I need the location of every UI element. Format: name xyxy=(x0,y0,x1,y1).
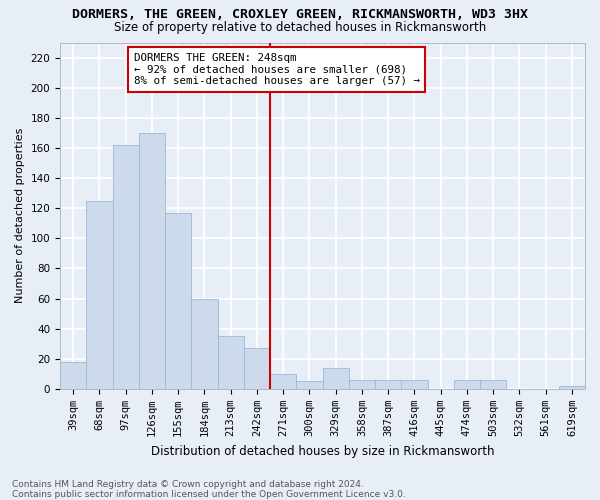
Bar xyxy=(86,200,113,389)
Bar xyxy=(191,298,218,389)
Bar xyxy=(559,386,585,389)
Bar xyxy=(139,133,165,389)
Bar xyxy=(454,380,480,389)
Bar xyxy=(113,145,139,389)
Bar xyxy=(323,368,349,389)
Bar xyxy=(244,348,270,389)
Bar xyxy=(218,336,244,389)
Text: DORMERS THE GREEN: 248sqm
← 92% of detached houses are smaller (698)
8% of semi-: DORMERS THE GREEN: 248sqm ← 92% of detac… xyxy=(134,53,419,86)
Bar xyxy=(165,212,191,389)
Bar xyxy=(349,380,375,389)
Bar xyxy=(270,374,296,389)
Bar xyxy=(375,380,401,389)
Bar xyxy=(401,380,428,389)
Text: DORMERS, THE GREEN, CROXLEY GREEN, RICKMANSWORTH, WD3 3HX: DORMERS, THE GREEN, CROXLEY GREEN, RICKM… xyxy=(72,8,528,20)
Bar xyxy=(60,362,86,389)
Text: Size of property relative to detached houses in Rickmansworth: Size of property relative to detached ho… xyxy=(114,21,486,34)
Bar xyxy=(296,382,323,389)
Y-axis label: Number of detached properties: Number of detached properties xyxy=(15,128,25,304)
Bar xyxy=(480,380,506,389)
X-axis label: Distribution of detached houses by size in Rickmansworth: Distribution of detached houses by size … xyxy=(151,444,494,458)
Text: Contains HM Land Registry data © Crown copyright and database right 2024.
Contai: Contains HM Land Registry data © Crown c… xyxy=(12,480,406,499)
